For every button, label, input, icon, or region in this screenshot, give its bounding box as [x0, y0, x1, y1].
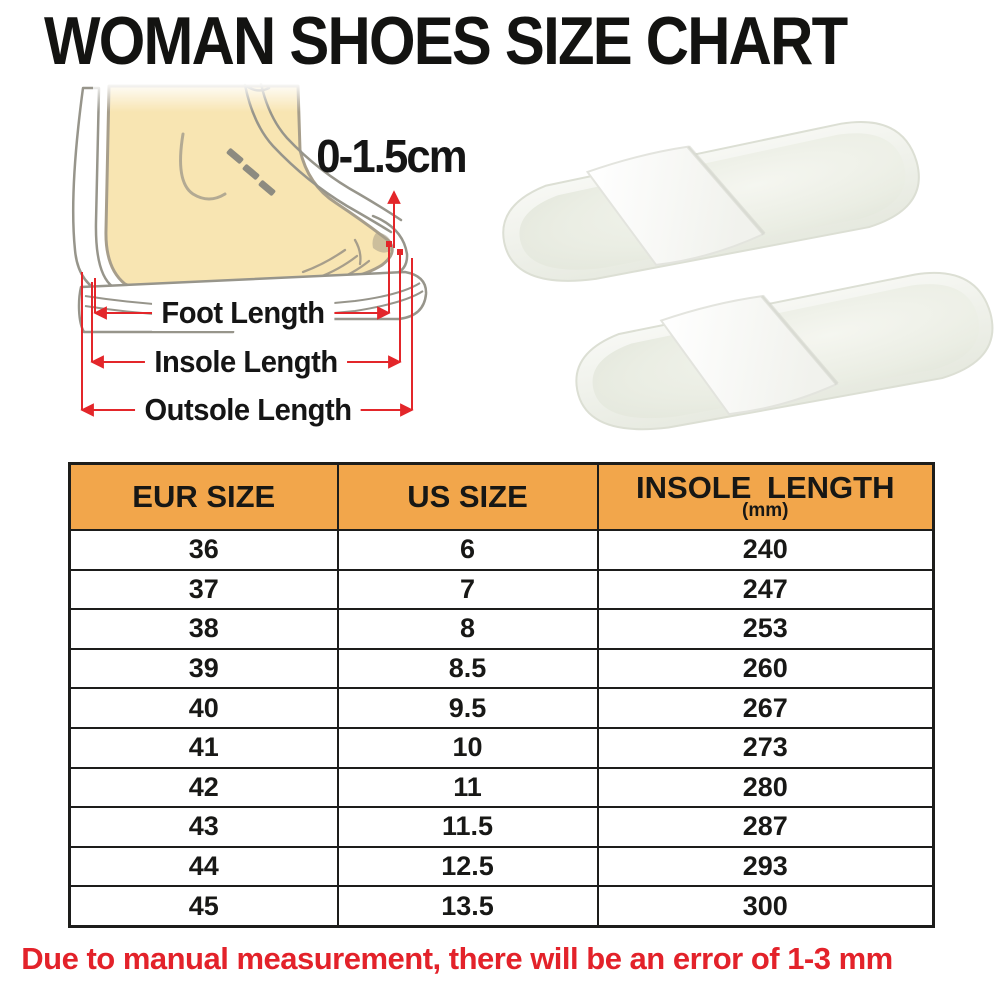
table-body: 36 6 240 37 7 247 38 8 253 39 8.5 260 [68, 529, 935, 928]
us-size-cell: 7 [336, 568, 599, 611]
eur-size-cell: 36 [68, 529, 339, 571]
insole-length-cell: 240 [596, 529, 935, 571]
us-size-cell: 11 [336, 766, 599, 809]
table-row: 37 7 247 [68, 568, 935, 611]
insole-length-cell: 247 [596, 568, 935, 611]
col-header-insole-length-label: INSOLE LENGTH [636, 470, 895, 505]
eur-size-cell: 38 [68, 608, 339, 650]
insole-length-cell: 280 [596, 766, 935, 809]
slide-sandal-bottom [575, 271, 994, 431]
us-size-cell: 8.5 [336, 647, 599, 690]
strap-shadow-edge [760, 294, 839, 386]
leg-fade [93, 82, 308, 112]
insole-length-cell: 267 [596, 687, 935, 729]
insole-length-cell: 287 [596, 806, 935, 848]
us-size-cell: 9.5 [336, 687, 599, 729]
table-row: 43 11.5 287 [68, 806, 935, 848]
us-size-cell: 11.5 [336, 806, 599, 848]
col-header-eur-size-label: EUR SIZE [132, 479, 276, 514]
table-row: 44 12.5 293 [68, 845, 935, 888]
col-header-eur-size: EUR SIZE [68, 462, 339, 531]
eur-size-cell: 42 [68, 766, 339, 809]
toe-shading [372, 232, 393, 253]
toe-gap-label: 0-1.5cm [316, 130, 467, 182]
table-row: 36 6 240 [68, 529, 935, 571]
table-row: 38 8 253 [68, 608, 935, 650]
insole-length-cell: 253 [596, 608, 935, 650]
outsole-length-label: Outsole Length [135, 392, 361, 428]
size-table: EUR SIZE US SIZE INSOLE LENGTH (mm) 36 6… [68, 462, 935, 928]
insole-length-cell: 300 [596, 885, 935, 928]
col-header-us-size-label: US SIZE [407, 479, 528, 514]
measurement-error-note: Due to manual measurement, there will be… [21, 941, 893, 976]
table-row: 45 13.5 300 [68, 885, 935, 928]
page-title: WOMAN SHOES SIZE CHART [44, 3, 848, 79]
table-header-row: EUR SIZE US SIZE INSOLE LENGTH (mm) [68, 462, 935, 531]
col-header-us-size: US SIZE [336, 462, 599, 531]
white-slide-sandals-photo [502, 120, 994, 431]
us-size-cell: 8 [336, 608, 599, 650]
eur-size-cell: 45 [68, 885, 339, 928]
foot-length-label: Foot Length [152, 295, 334, 331]
table-row: 42 11 280 [68, 766, 935, 809]
ankle-curve [179, 132, 227, 201]
eur-size-cell: 39 [68, 647, 339, 690]
table-row: 39 8.5 260 [68, 647, 935, 690]
eur-size-cell: 41 [68, 726, 339, 769]
lace-marks [226, 148, 276, 196]
slide-sandal-top [502, 120, 920, 282]
strap-shadow-edge [686, 145, 766, 236]
insole-length-cell: 293 [596, 845, 935, 888]
insole-unit-label: (mm) [742, 500, 789, 521]
sandal-strap [585, 145, 766, 266]
eur-size-cell: 44 [68, 845, 339, 888]
insole-length-label: Insole Length [144, 344, 348, 380]
col-header-insole-length: INSOLE LENGTH (mm) [596, 462, 935, 531]
table-row: 41 10 273 [68, 726, 935, 769]
insole-length-cell: 273 [596, 726, 935, 769]
eur-size-cell: 40 [68, 687, 339, 729]
us-size-cell: 13.5 [336, 885, 599, 928]
us-size-cell: 12.5 [336, 845, 599, 888]
table-row: 40 9.5 267 [68, 687, 935, 729]
us-size-cell: 10 [336, 726, 599, 769]
eur-size-cell: 37 [68, 568, 339, 611]
eur-size-cell: 43 [68, 806, 339, 848]
us-size-cell: 6 [336, 529, 599, 571]
insole-length-cell: 260 [596, 647, 935, 690]
